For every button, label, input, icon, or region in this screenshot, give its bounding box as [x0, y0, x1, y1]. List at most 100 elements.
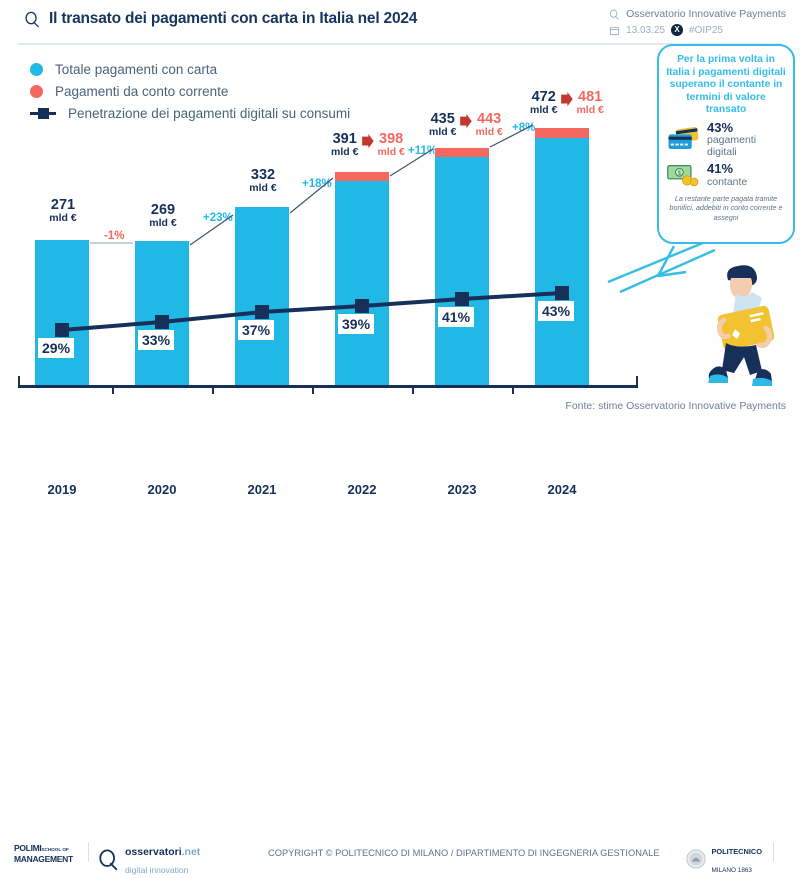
- growth-2021-2022: +18%: [302, 178, 332, 190]
- legend-swatch-line: [30, 107, 56, 120]
- brand-meta-row: 13.03.25 X #OIP25: [609, 24, 786, 36]
- politecnico-line1: POLITECNICO: [711, 847, 762, 856]
- brand-block: Osservatorio Innovative Payments 13.03.2…: [609, 8, 786, 36]
- hashtag: #OIP25: [689, 24, 723, 36]
- header-divider: [18, 43, 782, 45]
- legend-item-card-total: Totale pagamenti con carta: [30, 58, 350, 80]
- axis-tick: [312, 385, 314, 394]
- bar-value-2020: 269 mld €: [149, 202, 177, 230]
- stat-value: 43%: [707, 119, 734, 135]
- x-label-2019: 2019: [47, 482, 77, 497]
- brand-name-row: Osservatorio Innovative Payments: [609, 8, 786, 20]
- callout-fineprint: La restante parte pagata tramite bonific…: [669, 194, 783, 222]
- bar-2021[interactable]: [235, 207, 289, 385]
- bar-2023[interactable]: [435, 148, 489, 385]
- publish-date: 13.03.25: [626, 24, 666, 36]
- osservatori-name: osservatori: [125, 846, 182, 858]
- footer-separator-right: [773, 842, 774, 862]
- polimi-line1: POLIMI: [14, 843, 42, 853]
- callout-headline: Per la prima volta in Italia i pagamenti…: [666, 54, 786, 116]
- growth-2019-2020: -1%: [104, 230, 125, 242]
- x-label-2021: 2021: [247, 482, 277, 497]
- penetration-2021: 37%: [238, 320, 275, 340]
- callout-stat-digital: 43% pagamenti digitali: [659, 119, 793, 160]
- x-label-2022: 2022: [347, 482, 377, 497]
- penetration-2019: 29%: [38, 338, 75, 358]
- x-label-2020: 2020: [147, 482, 177, 497]
- penetration-2020: 33%: [138, 330, 175, 350]
- x-axis-labels: 2019 2020 2021 2022 2023 2024: [0, 482, 660, 502]
- header: Il transato dei pagamenti con carta in I…: [0, 0, 800, 45]
- footer-separator: [88, 842, 89, 862]
- bar-chart: 271 mld € 269 mld € 332 mld € 391 mld € 3…: [0, 89, 660, 497]
- stat-label: pagamenti digitali: [707, 134, 757, 158]
- polimi-line2: MANAGEMENT: [14, 854, 73, 865]
- legend-label: Pagamenti da conto corrente: [55, 83, 229, 99]
- brand-name: Osservatorio Innovative Payments: [626, 8, 786, 20]
- magnifier-icon-small: [610, 8, 619, 20]
- axis-cap-left: [18, 376, 20, 388]
- cash-icon: $: [667, 165, 699, 187]
- bar-2020[interactable]: [135, 241, 189, 385]
- footer: POLIMISCHOOL OF MANAGEMENT osservatori.n…: [0, 418, 800, 875]
- magnifier-icon: [25, 11, 39, 27]
- penetration-line: [55, 286, 569, 337]
- politecnico-logo: POLITECNICO MILANO 1863: [686, 841, 762, 877]
- x-label-2023: 2023: [447, 482, 477, 497]
- legend-swatch-cyan: [30, 62, 43, 76]
- calendar-icon: [610, 26, 620, 35]
- penetration-2023: 41%: [438, 307, 475, 327]
- growth-2023-2024: +8%: [512, 122, 536, 134]
- axis-tick: [512, 385, 514, 394]
- person-carrying-card-illustration: [708, 265, 775, 386]
- growth-2022-2023: +11%: [408, 145, 438, 157]
- page-title: Il transato dei pagamenti con carta in I…: [49, 10, 418, 27]
- bar-value-2022: 391 mld € 398 mld €: [331, 131, 405, 159]
- x-axis: [18, 385, 638, 388]
- arrow-right-icon: [460, 114, 473, 129]
- arrow-right-icon: [362, 134, 375, 149]
- bar-value-2021: 332 mld €: [249, 167, 277, 195]
- bar-value-2023: 435 mld € 443 mld €: [429, 111, 503, 139]
- bar-value-2019: 271 mld €: [49, 197, 77, 225]
- credit-cards-icon: [668, 127, 699, 150]
- callout-box: Per la prima volta in Italia i pagamenti…: [657, 44, 795, 244]
- legend-swatch-coral: [30, 84, 43, 98]
- legend-label: Totale pagamenti con carta: [55, 61, 218, 77]
- osservatori-logo: osservatori.net digital innovation: [98, 842, 200, 878]
- callout-stat-cash: $ 41% contante: [659, 160, 793, 190]
- axis-tick: [212, 385, 214, 394]
- legend-item-penetration: Penetrazione dei pagamenti digitali su c…: [30, 102, 350, 124]
- bar-2024[interactable]: [535, 128, 589, 385]
- x-social-icon[interactable]: X: [671, 24, 684, 36]
- source-note: Fonte: stime Osservatorio Innovative Pay…: [565, 400, 786, 412]
- magnifier-icon-footer: [99, 849, 118, 871]
- copyright-text: COPYRIGHT © POLITECNICO DI MILANO / DIPA…: [268, 848, 660, 858]
- penetration-2024: 43%: [538, 301, 575, 321]
- penetration-2022: 39%: [338, 314, 375, 334]
- osservatori-net: .net: [181, 846, 201, 858]
- trend-connectors: [90, 124, 534, 246]
- politecnico-line2: MILANO 1863: [711, 867, 752, 874]
- title-group: Il transato dei pagamenti con carta in I…: [24, 10, 417, 28]
- axis-tick: [412, 385, 414, 394]
- axis-tick: [112, 385, 114, 394]
- arrow-right-icon: [561, 92, 574, 107]
- bar-value-2024: 472 mld € 481 mld €: [530, 89, 604, 117]
- osservatori-sub: digital innovation: [125, 865, 189, 875]
- polimi-small: SCHOOL OF: [41, 847, 69, 852]
- x-label-2024: 2024: [547, 482, 577, 497]
- callout-tail: [607, 236, 716, 294]
- legend-label: Penetrazione dei pagamenti digitali su c…: [68, 105, 351, 121]
- chart-legend: Totale pagamenti con carta Pagamenti da …: [30, 58, 350, 124]
- stat-label: contante: [707, 175, 748, 188]
- stat-value: 41%: [707, 161, 734, 177]
- svg-text:$: $: [678, 170, 682, 177]
- axis-cap-right: [636, 376, 638, 388]
- bar-2019[interactable]: [35, 240, 89, 385]
- polimi-school-logo: POLIMISCHOOL OF MANAGEMENT: [14, 839, 73, 864]
- politecnico-seal-icon: [686, 849, 707, 869]
- bar-2022[interactable]: [335, 172, 389, 385]
- legend-item-account-payments: Pagamenti da conto corrente: [30, 80, 350, 102]
